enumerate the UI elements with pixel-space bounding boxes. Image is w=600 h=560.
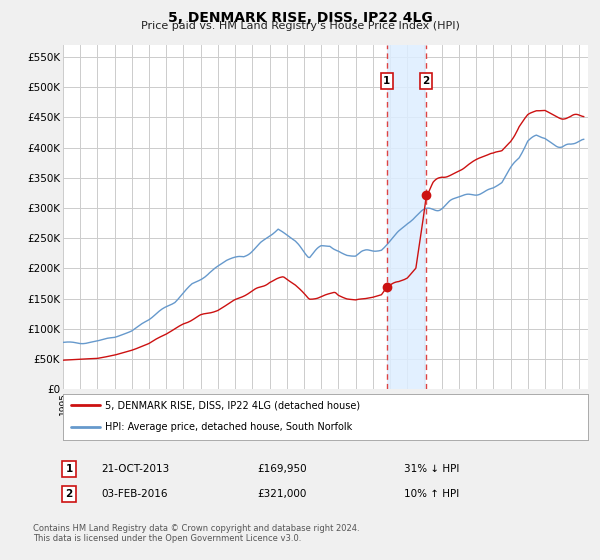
Text: 21-OCT-2013: 21-OCT-2013 xyxy=(101,464,169,474)
Bar xyxy=(387,45,426,389)
Text: Contains HM Land Registry data © Crown copyright and database right 2024.: Contains HM Land Registry data © Crown c… xyxy=(33,524,359,533)
Text: Price paid vs. HM Land Registry's House Price Index (HPI): Price paid vs. HM Land Registry's House … xyxy=(140,21,460,31)
Text: 03-FEB-2016: 03-FEB-2016 xyxy=(102,489,168,499)
Text: 5, DENMARK RISE, DISS, IP22 4LG: 5, DENMARK RISE, DISS, IP22 4LG xyxy=(167,11,433,25)
Text: 2: 2 xyxy=(422,76,430,86)
Text: 31% ↓ HPI: 31% ↓ HPI xyxy=(404,464,460,474)
Text: £321,000: £321,000 xyxy=(257,489,307,499)
Text: £169,950: £169,950 xyxy=(257,464,307,474)
Text: 10% ↑ HPI: 10% ↑ HPI xyxy=(404,489,460,499)
Text: 1: 1 xyxy=(383,76,391,86)
Text: 5, DENMARK RISE, DISS, IP22 4LG (detached house): 5, DENMARK RISE, DISS, IP22 4LG (detache… xyxy=(105,400,360,410)
Text: HPI: Average price, detached house, South Norfolk: HPI: Average price, detached house, Sout… xyxy=(105,422,352,432)
Text: 1: 1 xyxy=(65,464,73,474)
Text: 2: 2 xyxy=(65,489,73,499)
Text: This data is licensed under the Open Government Licence v3.0.: This data is licensed under the Open Gov… xyxy=(33,534,301,543)
